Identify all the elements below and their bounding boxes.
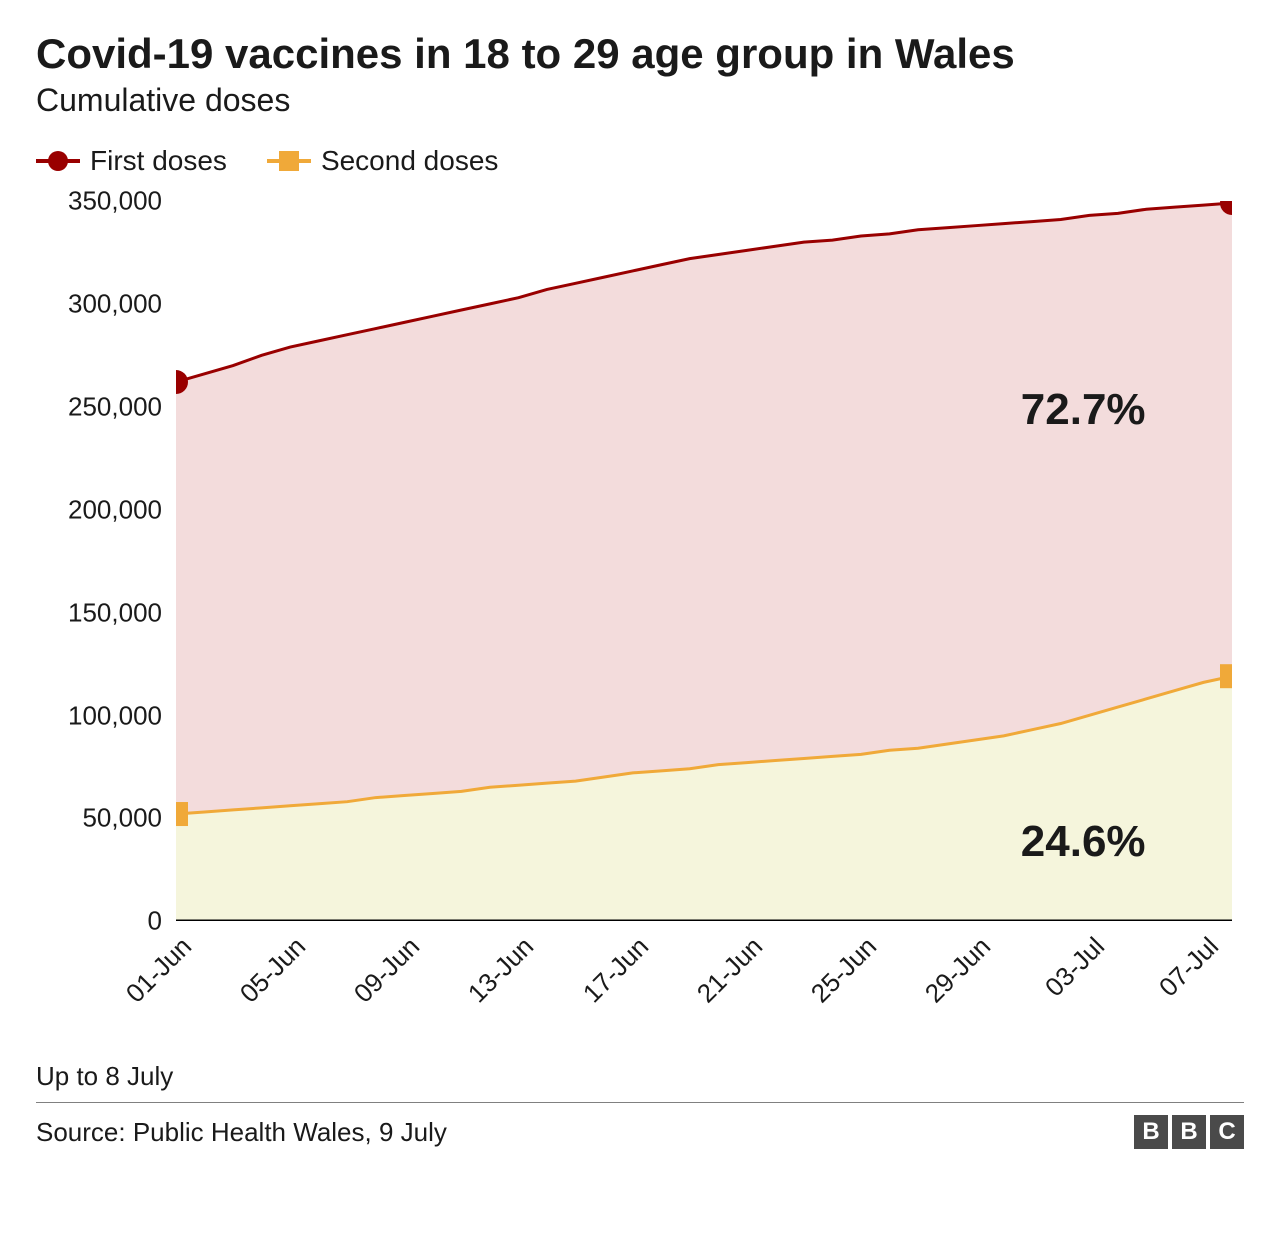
legend-marker-second <box>267 159 311 163</box>
x-tick-label: 07-Jul <box>1153 931 1225 1003</box>
plot-area: 72.7% 24.6% <box>176 201 1232 921</box>
y-axis: 050,000100,000150,000200,000250,000300,0… <box>36 201 176 921</box>
y-tick-label: 100,000 <box>68 700 162 731</box>
y-tick-label: 350,000 <box>68 186 162 217</box>
bbc-logo: BBC <box>1134 1115 1244 1149</box>
x-tick-label: 03-Jul <box>1039 931 1111 1003</box>
legend-label-first: First doses <box>90 145 227 177</box>
x-tick-label: 01-Jun <box>120 931 198 1009</box>
chart-annotation: 24.6% <box>1021 817 1146 867</box>
chart-annotation: 72.7% <box>1021 385 1146 435</box>
y-tick-label: 200,000 <box>68 494 162 525</box>
x-tick-label: 25-Jun <box>805 931 883 1009</box>
footnote: Up to 8 July <box>36 1061 1244 1103</box>
x-tick-label: 05-Jun <box>234 931 312 1009</box>
chart-title: Covid-19 vaccines in 18 to 29 age group … <box>36 30 1244 78</box>
legend-item-first: First doses <box>36 145 227 177</box>
y-tick-label: 300,000 <box>68 289 162 320</box>
chart-subtitle: Cumulative doses <box>36 82 1244 119</box>
y-tick-label: 250,000 <box>68 392 162 423</box>
y-tick-label: 0 <box>148 906 162 937</box>
source-text: Source: Public Health Wales, 9 July <box>36 1117 447 1148</box>
x-tick-label: 29-Jun <box>919 931 997 1009</box>
chart-container: Covid-19 vaccines in 18 to 29 age group … <box>0 0 1280 1238</box>
legend-marker-first <box>36 159 80 163</box>
circle-marker-icon <box>48 151 68 171</box>
chart-area: 0 50,000 100,000 150,000 200,000 250,000 300,0… <box>36 201 1244 1021</box>
x-tick-label: 21-Jun <box>691 931 769 1009</box>
x-tick-label: 17-Jun <box>576 931 654 1009</box>
legend-item-second: Second doses <box>267 145 498 177</box>
bbc-logo-block: B <box>1172 1115 1206 1149</box>
source-row: Source: Public Health Wales, 9 July BBC <box>36 1115 1244 1149</box>
x-axis: 01-Jun05-Jun09-Jun13-Jun17-Jun21-Jun25-J… <box>176 921 1232 1021</box>
x-tick-label: 13-Jun <box>462 931 540 1009</box>
bbc-logo-block: B <box>1134 1115 1168 1149</box>
plot-svg <box>176 201 1232 921</box>
y-tick-label: 150,000 <box>68 597 162 628</box>
legend-label-second: Second doses <box>321 145 498 177</box>
legend: First doses Second doses <box>36 145 1244 177</box>
square-marker-icon <box>279 151 299 171</box>
bbc-logo-block: C <box>1210 1115 1244 1149</box>
y-tick-label: 50,000 <box>82 803 162 834</box>
x-tick-label: 09-Jun <box>348 931 426 1009</box>
